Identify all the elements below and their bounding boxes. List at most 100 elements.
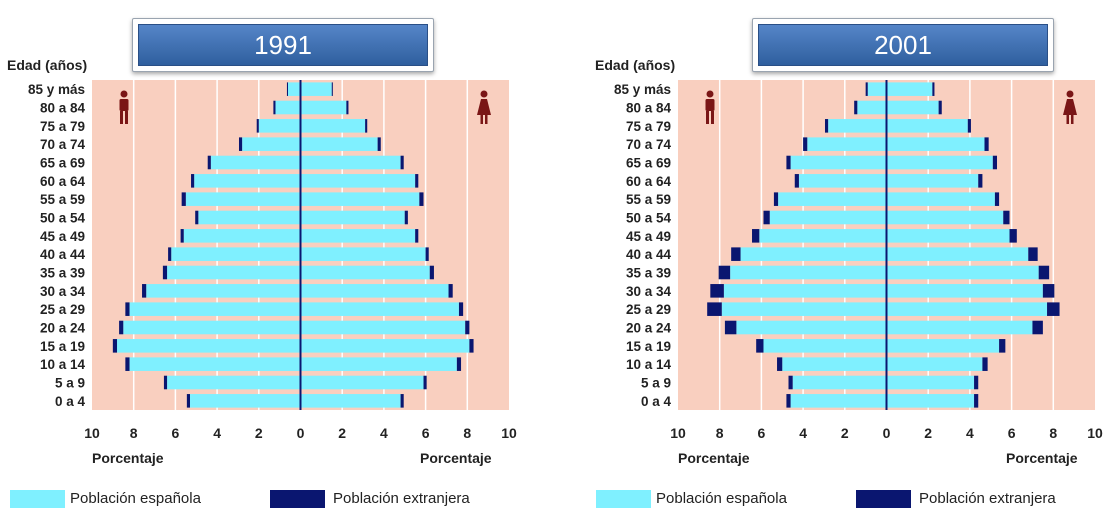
male-torso (705, 99, 715, 111)
bar-spanish-left (185, 192, 301, 206)
bar-foreign-right (1032, 320, 1043, 335)
age-tick-label: 25 a 29 (40, 302, 85, 317)
bar-spanish-right (300, 284, 449, 298)
x-tick-label: 8 (1049, 425, 1057, 441)
bar-foreign-left (112, 339, 118, 353)
bar-spanish-right (886, 192, 995, 206)
bar-spanish-right (886, 247, 1029, 261)
legend-swatch-foreign (856, 490, 911, 508)
male-torso (119, 99, 129, 111)
bar-spanish-left (194, 174, 301, 188)
x-tick-label: 10 (84, 425, 100, 441)
bar-spanish-right (886, 100, 939, 115)
bar-spanish-right (300, 320, 466, 335)
male-head (706, 90, 714, 98)
age-tick-label: 55 a 59 (40, 192, 85, 207)
x-tick-label: 4 (213, 425, 221, 441)
bar-spanish-left (807, 137, 887, 151)
bar-spanish-left (769, 210, 887, 225)
bar-foreign-right (400, 394, 404, 408)
bar-spanish-right (886, 284, 1043, 298)
x-axis-title-right: Porcentaje (420, 450, 492, 466)
year-banner: 2001 (752, 18, 1054, 72)
male-leg (120, 111, 123, 124)
bar-foreign-left (718, 265, 731, 280)
bar-foreign-left (162, 265, 168, 280)
bar-foreign-right (1009, 229, 1017, 243)
bar-foreign-left (186, 394, 190, 408)
bar-spanish-right (300, 192, 420, 206)
male-figure-icon (705, 90, 715, 124)
bar-spanish-left (792, 375, 887, 390)
x-tick-label: 2 (338, 425, 346, 441)
bar-foreign-left (207, 155, 211, 170)
bar-foreign-left (710, 284, 724, 298)
x-tick-label: 6 (1008, 425, 1016, 441)
bar-spanish-right (300, 265, 430, 280)
x-axis-title-left: Porcentaje (92, 450, 164, 466)
bar-spanish-right (300, 394, 401, 408)
male-head (120, 90, 128, 98)
bar-spanish-left (723, 284, 887, 298)
bar-foreign-right (1047, 302, 1060, 316)
x-tick-label: 8 (716, 425, 724, 441)
age-tick-label: 80 a 84 (40, 101, 86, 116)
age-tick-label: 65 a 69 (40, 156, 85, 171)
bar-spanish-left (828, 119, 887, 133)
bar-spanish-right (886, 375, 975, 390)
bar-foreign-left (786, 155, 791, 170)
x-tick-label: 10 (670, 425, 686, 441)
pyramid-2001: 85 y más 80 a 84 75 a 79 70 a 74 65 a 69 60 a… (586, 0, 1107, 510)
bar-spanish-left (790, 155, 887, 170)
bar-spanish-left (867, 82, 887, 96)
bar-foreign-left (256, 119, 259, 133)
age-tick-label: 25 a 29 (626, 302, 671, 317)
male-figure-icon (119, 90, 129, 124)
age-tick-label: 5 a 9 (55, 376, 85, 391)
x-tick-label: 0 (883, 425, 891, 441)
bar-foreign-right (974, 375, 979, 390)
pyramid-1991: 85 y más 80 a 84 75 a 79 70 a 74 65 a 69 60 a… (0, 0, 540, 510)
bar-spanish-left (730, 265, 887, 280)
bar-foreign-right (423, 375, 427, 390)
age-tick-label: 20 a 24 (40, 321, 86, 336)
legend: Población española Población extranjera (586, 488, 1107, 510)
bar-foreign-left (181, 192, 186, 206)
bar-spanish-right (300, 210, 405, 225)
age-tick-label: 5 a 9 (641, 376, 671, 391)
legend-label-foreign: Población extranjera (919, 490, 1056, 507)
bar-spanish-left (798, 174, 887, 188)
bar-spanish-left (146, 284, 301, 298)
age-tick-label: 15 a 19 (626, 339, 671, 354)
age-tick-label: 50 a 54 (626, 211, 672, 226)
bar-spanish-right (300, 100, 347, 115)
bar-spanish-right (886, 339, 1000, 353)
x-axis-title-right: Porcentaje (1006, 450, 1078, 466)
bar-spanish-right (886, 357, 983, 371)
bar-spanish-left (721, 302, 887, 316)
x-tick-label: 2 (841, 425, 849, 441)
bar-foreign-right (331, 82, 333, 96)
bar-foreign-right (458, 302, 464, 316)
bar-spanish-right (300, 375, 424, 390)
bar-spanish-right (300, 357, 457, 371)
bar-spanish-left (198, 210, 301, 225)
bar-foreign-right (465, 320, 470, 335)
age-tick-label: 15 a 19 (40, 339, 85, 354)
female-leg (1071, 115, 1074, 124)
female-head (480, 90, 488, 98)
x-tick-label: 10 (501, 425, 517, 441)
bar-spanish-right (886, 265, 1039, 280)
age-tick-label: 85 y más (614, 82, 671, 97)
bar-foreign-left (119, 320, 124, 335)
bar-spanish-right (886, 174, 979, 188)
male-leg (706, 111, 709, 124)
age-tick-label: 40 a 44 (40, 247, 86, 262)
year-banner: 1991 (132, 18, 434, 72)
x-tick-label: 4 (966, 425, 974, 441)
age-tick-label: 40 a 44 (626, 247, 672, 262)
bar-foreign-right (429, 265, 434, 280)
bar-foreign-left (803, 137, 808, 151)
female-leg (480, 115, 483, 124)
age-tick-label: 60 a 64 (626, 174, 672, 189)
